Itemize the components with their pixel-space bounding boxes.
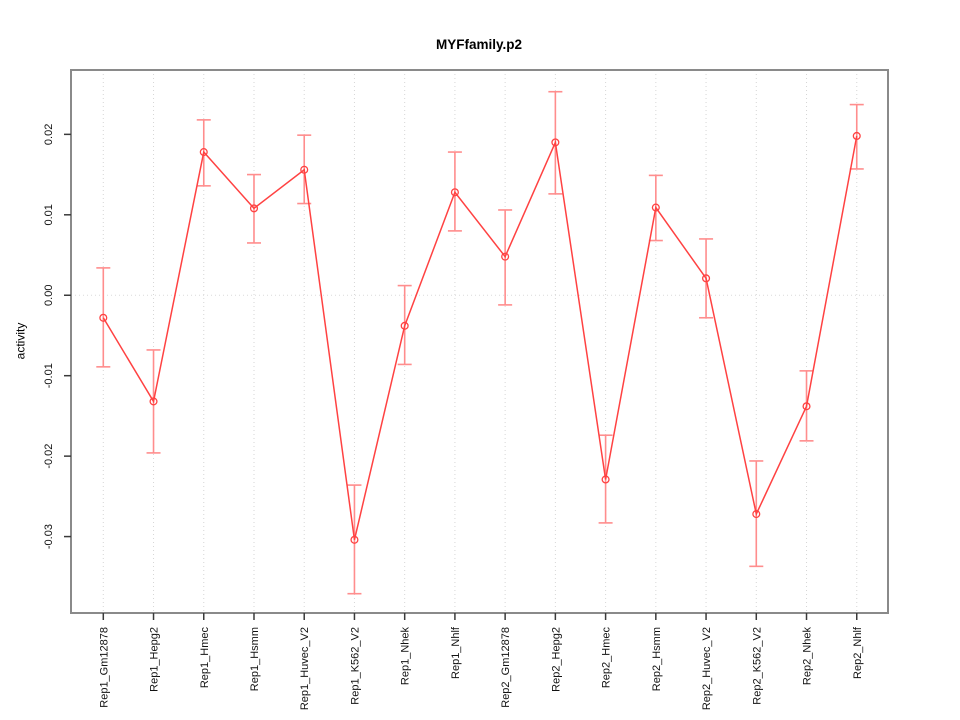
plot-box [70,69,889,614]
y-tick-label: -0.01 [43,363,55,388]
data-point [249,204,259,213]
x-tick-label: Rep1_Nhlf [450,626,462,679]
series-line [102,135,858,540]
data-point [651,203,660,212]
data-point [400,321,409,330]
data-point [551,138,560,147]
y-tick-label: 0.01 [43,204,55,225]
x-tick-label: Rep1_K562_V2 [349,627,361,705]
data-point [199,148,208,157]
data-point [852,131,861,141]
y-axis-title: activity [13,322,28,360]
x-tick-label: Rep1_Hepg2 [149,627,161,692]
data-point [450,188,459,197]
data-point [350,535,359,544]
x-tick-label: Rep1_Hmec [199,627,211,689]
data-point [702,274,711,283]
x-tick-label: Rep2_Huvec_V2 [701,627,713,710]
data-point [601,475,610,484]
x-tick-label: Rep2_K562_V2 [751,627,763,705]
x-tick-label: Rep2_Nhek [802,627,814,686]
x-tick-label: Rep2_Gm12878 [500,627,512,708]
x-tick-label: Rep1_Nhek [400,627,412,686]
chart-title: MYFfamily.p2 [435,37,523,52]
data-point [149,397,158,406]
x-tick-label: Rep1_Huvec_V2 [299,627,311,710]
data-point [300,165,309,174]
data-point [752,510,761,519]
data-point [99,313,108,322]
x-tick-label: Rep2_Nhlf [852,626,864,679]
x-tick-label: Rep1_Hsmm [249,627,261,691]
x-tick-label: Rep2_Hsmm [651,627,663,691]
y-tick-label: -0.02 [43,444,55,469]
y-tick-label: 0.00 [43,285,55,306]
x-tick-label: Rep1_Gm12878 [98,627,110,708]
y-tick-label: 0.02 [43,124,55,145]
y-tick-label: -0.03 [43,524,55,549]
x-tick-label: Rep2_Hepg2 [550,627,562,692]
x-tick-label: Rep2_Hmec [601,627,613,689]
data-point [802,402,811,411]
data-point [501,252,510,261]
